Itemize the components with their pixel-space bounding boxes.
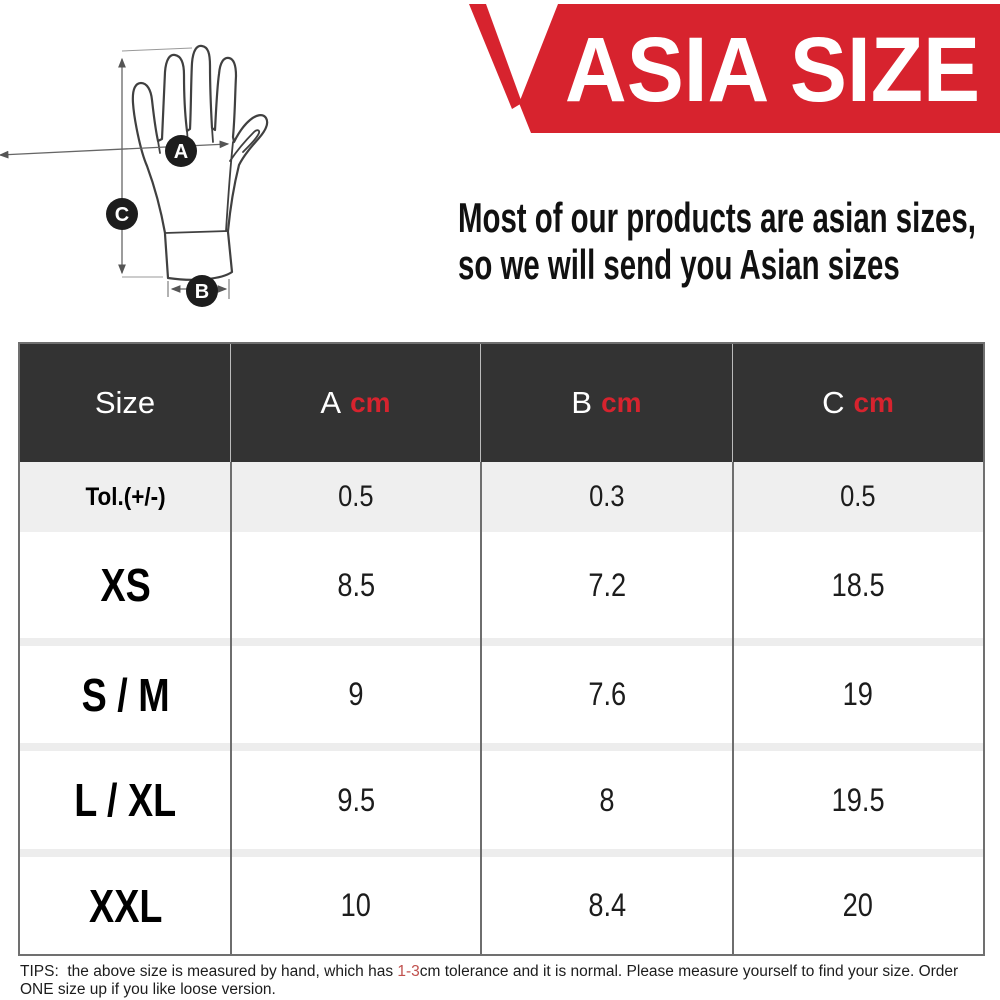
intro-line-1: Most of our products are asian sizes,: [458, 194, 976, 241]
tolerance-b-value: 0.3: [589, 480, 625, 513]
size-xs-label: XS: [100, 559, 151, 611]
header-cell-size: Size: [20, 344, 231, 462]
table-row-sm: S / M 9 7.6 19: [20, 646, 983, 743]
marker-badges: A C B: [106, 135, 218, 307]
glove-diagram: A C B: [0, 44, 269, 307]
header-b-label: B: [571, 385, 593, 420]
sm-c-value: 19: [842, 676, 874, 712]
banner-main-shape: [519, 4, 1000, 133]
size-xxl-label: XXL: [88, 879, 163, 932]
banner-ribbon: [469, 4, 1000, 133]
sm-a-value: 9: [348, 676, 364, 712]
header-a-label: A: [320, 385, 342, 420]
lxl-a-value: 9.5: [337, 781, 375, 818]
tolerance-c-value: 0.5: [840, 480, 876, 513]
header-b-unit: cm: [601, 387, 642, 418]
header-cell-b: B cm: [481, 344, 733, 462]
intro-text: Most of our products are asian sizes, so…: [458, 194, 976, 288]
tolerance-label: Tol.(+/-): [85, 482, 166, 511]
column-divider: [732, 462, 734, 954]
tips-text-1: the above size is measured by hand, whic…: [58, 963, 398, 980]
tips-text-2: cm tolerance and it is normal. Please me…: [20, 963, 963, 998]
header-size-label: Size: [94, 385, 156, 420]
header-a-unit: cm: [350, 387, 391, 418]
xxl-a-value: 10: [340, 887, 372, 923]
header-c-unit: cm: [853, 387, 894, 418]
row-separator: [20, 638, 983, 646]
xs-a-value: 8.5: [337, 566, 375, 603]
header-cell-a: A cm: [231, 344, 481, 462]
table-row-xxl: XXL 10 8.4 20: [20, 857, 983, 954]
marker-b-badge: [186, 275, 218, 307]
marker-a-badge: [165, 135, 197, 167]
size-sm-label: S / M: [81, 668, 170, 721]
table-row-lxl: L / XL 9.5 8 19.5: [20, 751, 983, 849]
size-lxl-label: L / XL: [74, 774, 177, 826]
marker-b-label: B: [195, 281, 209, 303]
extension-top-line: [121, 47, 193, 52]
header-cell-c: C cm: [733, 344, 983, 462]
marker-c-badge: [106, 198, 138, 230]
tolerance-a-value: 0.5: [338, 480, 374, 513]
xs-b-value: 7.2: [588, 566, 626, 603]
table-header-row: Size A cm B cm C cm: [20, 344, 983, 462]
column-divider: [480, 462, 482, 954]
marker-a-label: A: [174, 141, 188, 163]
column-divider: [230, 462, 232, 954]
tips-prefix: TIPS:: [20, 963, 59, 980]
row-separator: [20, 743, 983, 751]
banner-title: ASIA SIZE: [564, 18, 981, 121]
size-table: Size A cm B cm C cm Tol.(+/-) 0.5: [18, 342, 985, 956]
lxl-b-value: 8: [599, 781, 615, 818]
table-row-tolerance: Tol.(+/-) 0.5 0.3 0.5: [20, 462, 983, 532]
xxl-c-value: 20: [842, 887, 874, 923]
row-separator: [20, 849, 983, 857]
table-body: Tol.(+/-) 0.5 0.3 0.5 XS 8.5 7.2 18.5 S …: [20, 462, 983, 954]
xs-c-value: 18.5: [831, 566, 885, 603]
marker-c-label: C: [115, 204, 129, 226]
intro-line-2: so we will send you Asian sizes: [458, 241, 900, 288]
lxl-c-value: 19.5: [831, 781, 885, 818]
header-c-label: C: [822, 385, 845, 420]
banner-stripe-shape: [469, 4, 522, 109]
tips-highlight: 1-3: [397, 963, 420, 980]
sm-b-value: 7.6: [588, 676, 626, 712]
xxl-b-value: 8.4: [588, 887, 626, 923]
glove-outline: [131, 44, 269, 281]
tips-note: TIPS: the above size is measured by hand…: [20, 963, 995, 999]
table-row-xs: XS 8.5 7.2 18.5: [20, 532, 983, 638]
